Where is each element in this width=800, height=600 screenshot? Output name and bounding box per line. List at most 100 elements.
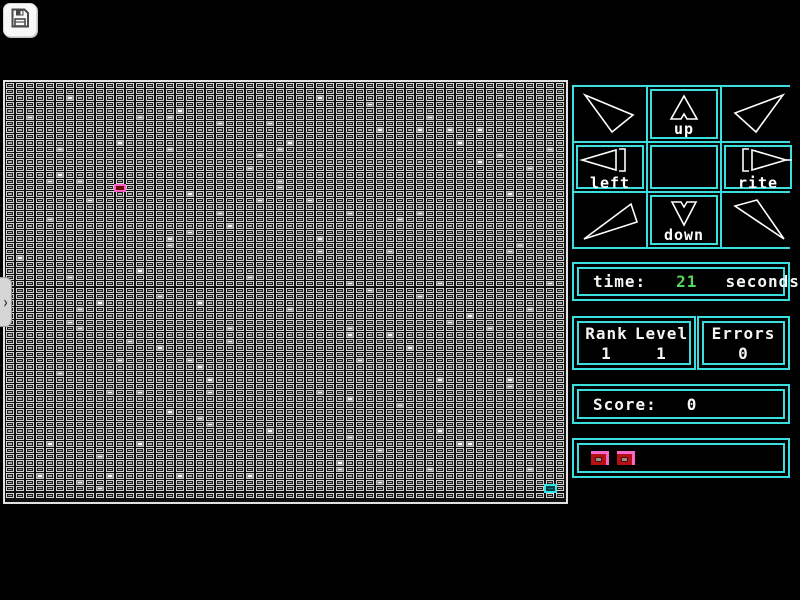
grid-cell: [36, 204, 44, 210]
grid-cell: [356, 242, 364, 249]
grid-cell: [296, 390, 304, 396]
grid-cell: [66, 165, 74, 172]
grid-cell: [526, 255, 534, 261]
grid-cell: [466, 390, 474, 396]
grid-cell: [306, 210, 314, 217]
grid-cell: [296, 88, 304, 95]
grid-cell: [16, 120, 24, 127]
grid-cell: [186, 261, 194, 268]
grid-cell: [46, 377, 54, 383]
grid-cell: [326, 313, 334, 319]
grid-cell: [166, 88, 174, 95]
grid-cell: [186, 460, 194, 466]
grid-cell: [166, 383, 174, 389]
grid-cell: [516, 332, 524, 338]
grid-cell: [16, 229, 24, 236]
grid-cell: [56, 345, 64, 351]
grid-cell: [246, 185, 254, 191]
grid-cell: [316, 127, 324, 133]
grid-cell: [266, 402, 274, 409]
grid-cell: [446, 197, 454, 204]
grid-cell: [486, 466, 494, 473]
grid-cell: [466, 236, 474, 242]
grid-cell: [246, 133, 254, 140]
grid-cell: [546, 210, 554, 217]
grid-cell: [296, 217, 304, 223]
grid-cell: [286, 460, 294, 466]
move-right-button[interactable]: rite: [722, 143, 794, 191]
grid-cell: [216, 178, 224, 184]
grid-cell: [496, 140, 504, 146]
grid-cell: [406, 82, 414, 88]
grid-cell: [426, 306, 434, 313]
grid-cell: [476, 319, 484, 325]
move-down-button[interactable]: down: [648, 193, 720, 247]
grid-cell: [136, 293, 144, 300]
grid-cell: [466, 345, 474, 351]
grid-cell: [496, 159, 504, 165]
grid-cell: [6, 223, 14, 229]
move-down-right-button[interactable]: [722, 193, 794, 247]
grid-cell: [326, 377, 334, 383]
grid-cell: [346, 165, 354, 172]
grid-cell: [26, 185, 34, 191]
grid-cell: [226, 422, 234, 428]
move-down-left-button[interactable]: [574, 193, 646, 247]
grid-cell: [426, 325, 434, 332]
grid-cell: [226, 313, 234, 319]
grid-cell: [26, 325, 34, 332]
grid-cell: [146, 396, 154, 402]
grid-cell: [136, 383, 144, 389]
move-up-button[interactable]: up: [648, 87, 720, 141]
grid-cell: [156, 383, 164, 389]
grid-cell: [266, 229, 274, 236]
grid-cell: [176, 287, 184, 293]
grid-cell: [476, 249, 484, 255]
grid-cell: [326, 441, 334, 447]
grid-cell: [526, 159, 534, 165]
grid-cell: [206, 441, 214, 447]
grid-cell: [66, 338, 74, 345]
grid-cell: [556, 82, 564, 88]
grid-cell: [486, 447, 494, 454]
grid-cell: [406, 306, 414, 313]
grid-cell: [106, 178, 114, 184]
grid-cell: [26, 120, 34, 127]
white-cell: [506, 191, 514, 197]
grid-cell: [356, 313, 364, 319]
grid-cell: [126, 460, 134, 466]
grid-cell: [406, 287, 414, 293]
level-label: Level: [634, 323, 689, 343]
grid-cell: [146, 383, 154, 389]
move-up-left-button[interactable]: [574, 87, 646, 141]
move-left-button[interactable]: left: [574, 143, 646, 191]
grid-cell: [386, 255, 394, 261]
grid-cell: [36, 345, 44, 351]
grid-cell: [236, 422, 244, 428]
grid-cell: [256, 409, 264, 415]
game-grid[interactable]: [3, 80, 568, 504]
grid-cell: [306, 460, 314, 466]
grid-cell: [196, 313, 204, 319]
grid-cell: [266, 454, 274, 460]
grid-cell: [416, 338, 424, 345]
sidebar-expand-tab[interactable]: ›: [0, 277, 12, 327]
grid-cell: [236, 185, 244, 191]
save-button[interactable]: [3, 3, 37, 37]
grid-cell: [136, 300, 144, 306]
grid-cell: [146, 390, 154, 396]
life-icon-center: [621, 457, 628, 462]
grid-cell: [256, 383, 264, 389]
grid-cell: [236, 441, 244, 447]
grid-cell: [466, 172, 474, 178]
grid-cell: [36, 428, 44, 434]
grid-cell: [286, 345, 294, 351]
grid-cell: [486, 159, 494, 165]
grid-cell: [286, 108, 294, 114]
move-up-right-button[interactable]: [722, 87, 794, 141]
grid-cell: [116, 390, 124, 396]
grid-cell: [416, 351, 424, 357]
grid-cell: [426, 479, 434, 486]
grid-cell: [456, 287, 464, 293]
grid-cell: [326, 127, 334, 133]
